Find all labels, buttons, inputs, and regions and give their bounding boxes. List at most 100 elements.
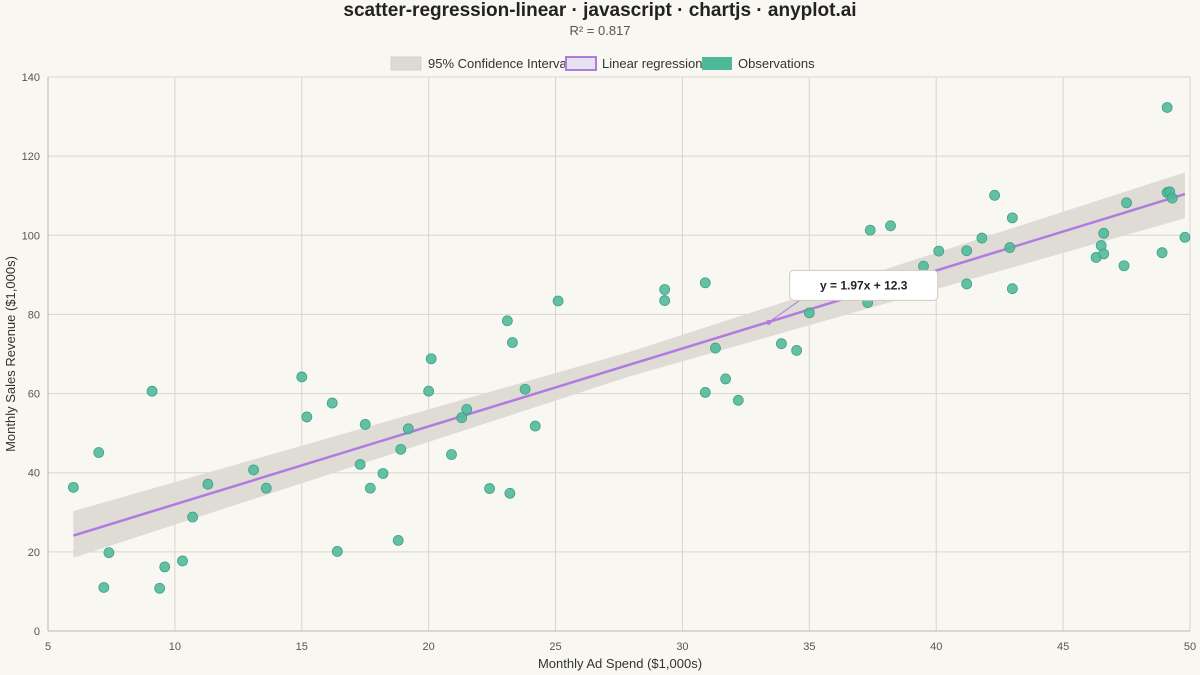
observation-point[interactable] bbox=[392, 534, 404, 546]
observation-point[interactable] bbox=[1118, 260, 1130, 272]
observation-point[interactable] bbox=[989, 189, 1000, 201]
x-tick-label: 45 bbox=[1057, 641, 1069, 653]
y-axis-label: Monthly Sales Revenue ($1,000s) bbox=[3, 256, 18, 452]
regression-line-layer bbox=[73, 192, 1186, 537]
chart-subtitle: R² = 0.817 bbox=[569, 23, 630, 38]
observation-point[interactable] bbox=[776, 338, 787, 350]
observations-layer bbox=[67, 102, 1191, 594]
x-tick-label: 10 bbox=[169, 641, 181, 653]
x-tick-label: 15 bbox=[296, 641, 308, 653]
observation-point[interactable] bbox=[720, 373, 731, 385]
observation-point[interactable] bbox=[791, 345, 803, 356]
observation-point[interactable] bbox=[659, 295, 671, 306]
observation-point[interactable] bbox=[461, 403, 473, 415]
observation-point[interactable] bbox=[732, 394, 744, 406]
observation-point[interactable] bbox=[864, 224, 876, 236]
observation-point[interactable] bbox=[484, 483, 495, 494]
observation-point[interactable] bbox=[501, 315, 513, 327]
observation-point[interactable] bbox=[354, 459, 366, 470]
y-tick-label: 80 bbox=[28, 309, 40, 321]
observation-point[interactable] bbox=[187, 511, 199, 523]
observation-point[interactable] bbox=[699, 277, 711, 289]
observation-point[interactable] bbox=[146, 385, 158, 397]
legend-swatch-confidence-interval[interactable] bbox=[390, 56, 422, 71]
observation-point[interactable] bbox=[803, 307, 815, 319]
observation-point[interactable] bbox=[961, 278, 973, 290]
legend-label-confidence-interval[interactable]: 95% Confidence Interval bbox=[428, 56, 570, 71]
observation-point[interactable] bbox=[301, 411, 313, 423]
y-tick-label: 120 bbox=[22, 151, 40, 163]
observation-point[interactable] bbox=[1006, 212, 1018, 224]
observation-point[interactable] bbox=[529, 420, 541, 432]
observation-point[interactable] bbox=[1006, 283, 1018, 295]
observation-point[interactable] bbox=[507, 337, 518, 348]
annotation-box bbox=[789, 269, 939, 301]
observation-point[interactable] bbox=[326, 397, 338, 409]
observation-point[interactable] bbox=[1156, 247, 1168, 259]
observation-point[interactable] bbox=[260, 482, 272, 494]
observation-point[interactable] bbox=[1121, 197, 1132, 209]
legend-label-observations[interactable]: Observations bbox=[738, 56, 815, 71]
observation-point[interactable] bbox=[248, 464, 259, 476]
observation-point[interactable] bbox=[699, 386, 711, 398]
observation-point[interactable] bbox=[659, 284, 671, 295]
observation-point[interactable] bbox=[377, 468, 389, 479]
annotation-leader-line bbox=[768, 299, 801, 323]
observation-point[interactable] bbox=[976, 232, 988, 244]
legend-swatch-linear-regression[interactable] bbox=[565, 56, 597, 71]
observation-point[interactable] bbox=[1179, 231, 1191, 243]
observation-point[interactable] bbox=[933, 245, 945, 257]
regression-line bbox=[73, 192, 1186, 537]
y-tick-label: 20 bbox=[28, 547, 40, 559]
x-tick-label: 20 bbox=[423, 641, 435, 653]
y-tick-label: 0 bbox=[34, 626, 40, 638]
x-tick-label: 30 bbox=[676, 641, 688, 653]
x-tick-label: 25 bbox=[549, 641, 561, 653]
observation-point[interactable] bbox=[446, 449, 457, 460]
observation-point[interactable] bbox=[425, 353, 437, 365]
observation-point[interactable] bbox=[93, 447, 105, 458]
observation-point[interactable] bbox=[103, 547, 115, 559]
observation-point[interactable] bbox=[456, 412, 468, 424]
observation-point[interactable] bbox=[331, 546, 343, 557]
observation-point[interactable] bbox=[154, 582, 166, 594]
observation-point[interactable] bbox=[1004, 242, 1016, 253]
axes: 5 10 15 20 25 30 35 40 45 50 0 20 40 60 80 100 120 140 bbox=[22, 72, 1196, 653]
observation-point[interactable] bbox=[1161, 102, 1173, 113]
regression-equation-label: y = 1.97x + 12.3 bbox=[820, 278, 908, 292]
grid bbox=[47, 76, 1191, 632]
observation-point[interactable] bbox=[423, 385, 435, 397]
x-tick-label: 35 bbox=[803, 641, 815, 653]
observation-point[interactable] bbox=[296, 371, 308, 383]
observation-point[interactable] bbox=[710, 342, 721, 354]
observation-point[interactable] bbox=[552, 295, 564, 307]
observation-point[interactable] bbox=[159, 561, 171, 573]
chart-title: scatter-regression-linear · javascript ·… bbox=[343, 0, 856, 21]
observation-point[interactable] bbox=[402, 423, 414, 435]
observation-point[interactable] bbox=[1098, 227, 1110, 239]
observation-point[interactable] bbox=[1098, 248, 1110, 260]
observation-point[interactable] bbox=[364, 482, 376, 494]
observation-point[interactable] bbox=[1166, 192, 1178, 204]
observation-point[interactable] bbox=[395, 443, 407, 455]
legend: 95% Confidence Interval Linear regressio… bbox=[390, 56, 815, 71]
observation-point[interactable] bbox=[961, 245, 973, 257]
legend-swatch-observations[interactable] bbox=[702, 57, 732, 70]
observation-point[interactable] bbox=[177, 555, 188, 567]
legend-label-linear-regression[interactable]: Linear regression bbox=[602, 56, 702, 71]
x-axis-label: Monthly Ad Spend ($1,000s) bbox=[538, 656, 702, 671]
observation-point[interactable] bbox=[504, 487, 516, 499]
annotation-anchor-dot bbox=[766, 319, 772, 325]
observation-point[interactable] bbox=[67, 481, 79, 493]
observation-point[interactable] bbox=[359, 419, 371, 430]
observation-point[interactable] bbox=[918, 260, 929, 272]
y-tick-label: 140 bbox=[22, 72, 40, 84]
annotation-layer: y = 1.97x + 12.3 bbox=[766, 269, 939, 325]
observation-point[interactable] bbox=[98, 582, 110, 593]
observation-point[interactable] bbox=[885, 220, 896, 232]
y-tick-label: 40 bbox=[28, 468, 40, 480]
y-tick-label: 60 bbox=[28, 389, 40, 401]
observation-point[interactable] bbox=[519, 383, 531, 395]
observation-point[interactable] bbox=[202, 478, 214, 490]
